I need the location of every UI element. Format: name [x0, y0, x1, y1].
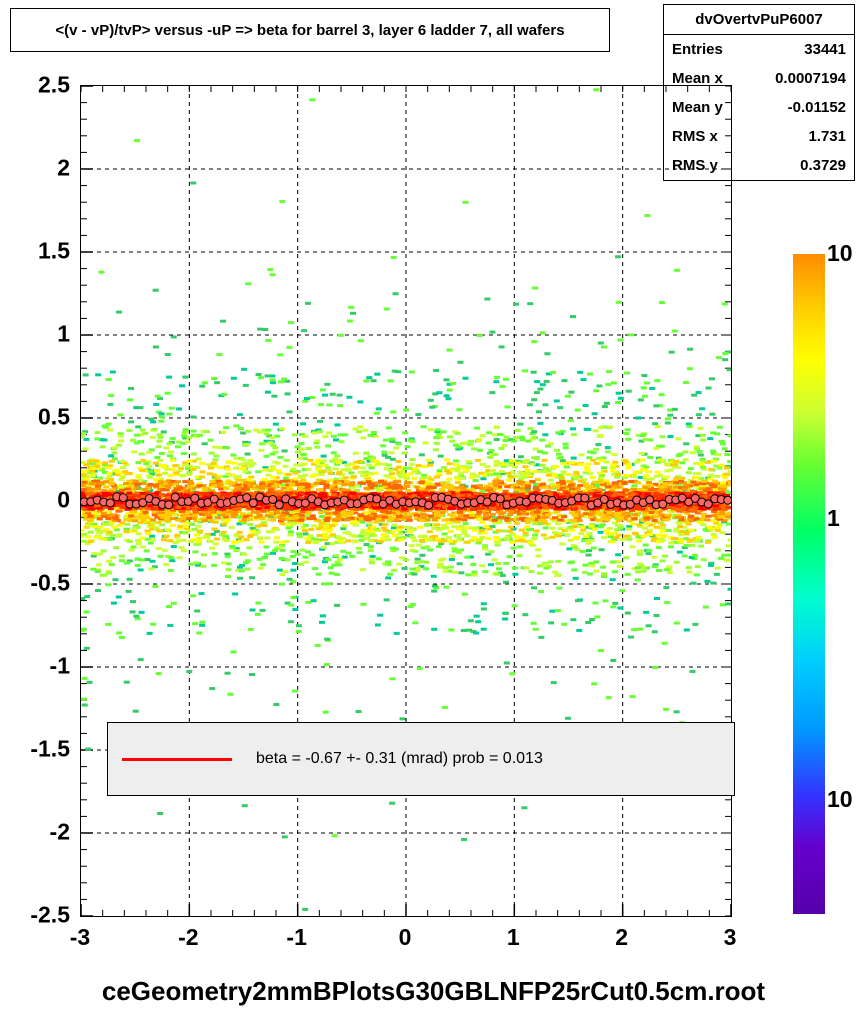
- x-tick-label: 2: [615, 924, 628, 951]
- colorbar-tick-label: 1: [827, 505, 840, 532]
- x-tick-label: -2: [178, 924, 198, 951]
- legend-line-icon: [122, 758, 232, 761]
- x-tick-label: 1: [507, 924, 520, 951]
- footer-filename: ceGeometry2mmBPlotsG30GBLNFP25rCut0.5cm.…: [0, 976, 867, 1007]
- stats-value: -0.01152: [788, 99, 846, 116]
- y-tick-label: 1: [57, 321, 70, 348]
- stats-name: dvOvertvPuP6007: [664, 5, 854, 35]
- x-tick-label: 0: [399, 924, 412, 951]
- y-tick-label: 1.5: [38, 238, 70, 265]
- legend-text: beta = -0.67 +- 0.31 (mrad) prob = 0.013: [256, 750, 543, 768]
- y-tick-label: -0.5: [30, 570, 70, 597]
- x-tick-label: -3: [70, 924, 90, 951]
- x-tick-label: -1: [286, 924, 306, 951]
- stats-value: 0.0007194: [775, 70, 846, 87]
- stats-value: 0.3729: [800, 157, 846, 174]
- stats-value: 1.731: [808, 128, 846, 145]
- y-tick-label: 0.5: [38, 404, 70, 431]
- x-tick-label: 3: [724, 924, 737, 951]
- y-tick-label: 2: [57, 155, 70, 182]
- stats-value: 33441: [804, 41, 846, 58]
- y-tick-label: -2: [50, 819, 70, 846]
- legend-box: beta = -0.67 +- 0.31 (mrad) prob = 0.013: [107, 722, 735, 796]
- y-tick-label: 0: [57, 487, 70, 514]
- plot-title: <(v - vP)/tvP> versus -uP => beta for ba…: [10, 8, 610, 52]
- stats-label: Entries: [672, 41, 723, 58]
- colorbar-tick-label: 10: [827, 240, 853, 267]
- stats-row: Entries 33441: [664, 35, 854, 64]
- x-axis-labels: -3-2-10123: [80, 920, 730, 950]
- y-tick-label: -2.5: [30, 902, 70, 929]
- y-tick-label: 2.5: [38, 72, 70, 99]
- plot-area: beta = -0.67 +- 0.31 (mrad) prob = 0.013: [80, 85, 732, 917]
- y-tick-label: -1: [50, 653, 70, 680]
- y-tick-label: -1.5: [30, 736, 70, 763]
- y-axis-labels: -2.5-2-1.5-1-0.500.511.522.5: [0, 85, 76, 915]
- colorbar: [793, 254, 825, 914]
- colorbar-tick-label: 10: [827, 786, 853, 813]
- colorbar-labels: 10110: [827, 250, 867, 920]
